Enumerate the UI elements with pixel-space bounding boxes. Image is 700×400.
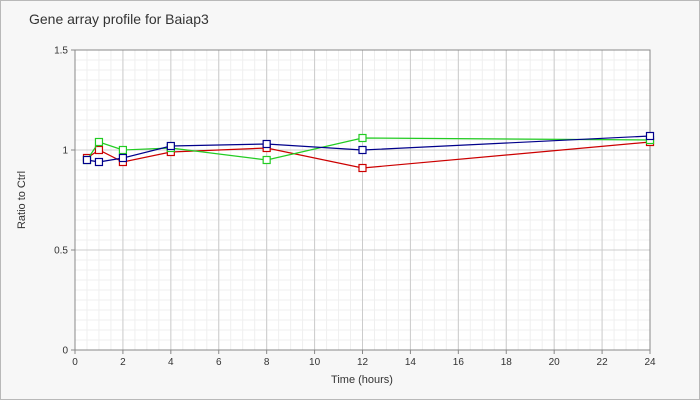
data-point-marker: [82, 155, 92, 165]
data-point-marker: [645, 131, 655, 141]
data-point-marker: [358, 163, 367, 173]
x-tick-label: 16: [453, 357, 465, 368]
x-tick-label: 18: [501, 357, 513, 368]
x-axis-label: Time (hours): [331, 374, 393, 386]
series-3: [82, 131, 655, 167]
x-tick-label: 2: [120, 357, 126, 368]
y-tick-label: 1: [62, 146, 68, 157]
x-tick-label: 4: [168, 357, 174, 368]
x-axis-ticks: 0 2 4 6 8 10 12 14 16 18 20 22 24: [72, 350, 656, 368]
data-point-marker: [94, 145, 104, 155]
data-point-marker: [262, 155, 271, 165]
y-axis-label: Ratio to Ctrl: [16, 171, 28, 229]
x-tick-label: 6: [216, 357, 222, 368]
y-tick-label: 0.5: [54, 246, 68, 257]
x-tick-label: 8: [264, 357, 270, 368]
data-point-marker: [118, 153, 128, 163]
x-tick-label: 20: [549, 357, 561, 368]
data-point-marker: [358, 145, 367, 155]
x-tick-label: 0: [72, 357, 78, 368]
x-tick-label: 14: [405, 357, 417, 368]
x-tick-label: 22: [597, 357, 609, 368]
chart-title: Gene array profile for Baiap3: [29, 11, 209, 27]
series-layer: [82, 131, 655, 173]
data-point-marker: [358, 133, 367, 143]
data-point-marker: [118, 145, 128, 155]
y-tick-label: 0: [62, 346, 68, 357]
data-point-marker: [94, 157, 104, 167]
x-tick-label: 12: [357, 357, 369, 368]
data-point-marker: [94, 137, 104, 147]
x-tick-label: 10: [309, 357, 321, 368]
y-tick-label: 1.5: [54, 46, 68, 57]
data-point-marker: [166, 141, 175, 151]
y-axis-ticks: 0 0.5 1 1.5: [54, 46, 75, 357]
data-point-marker: [262, 139, 271, 149]
x-tick-label: 24: [644, 357, 656, 368]
